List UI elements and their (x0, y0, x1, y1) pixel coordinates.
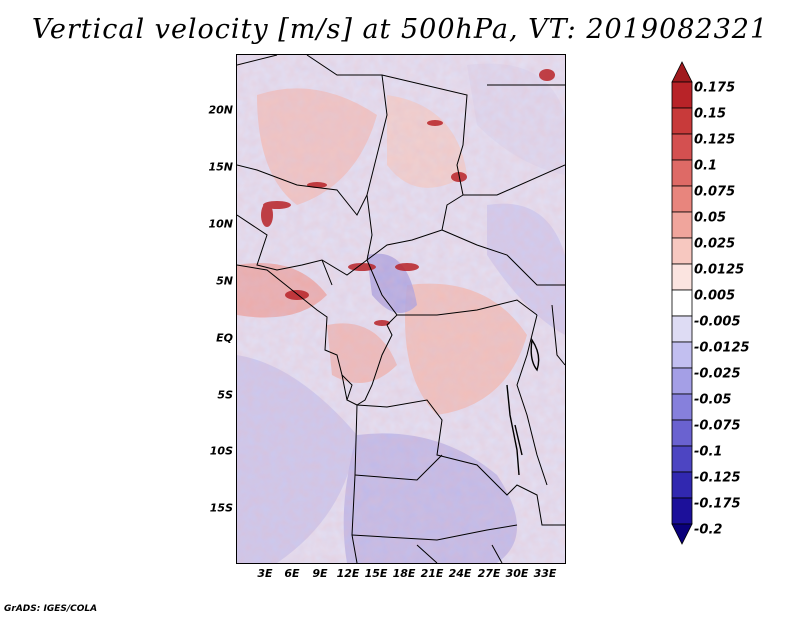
map-panel (236, 54, 566, 564)
colorbar-swatch (671, 211, 693, 239)
lon-label-33e: 33E (533, 567, 557, 580)
lon-label-12e: 12E (336, 567, 360, 580)
colorbar-label: 0.075 (694, 184, 736, 200)
colorbar-label: -0.125 (694, 470, 741, 486)
lat-label-10s: 10S (209, 444, 233, 458)
colorbar-swatch (671, 81, 693, 109)
lat-label-10n: 10N (208, 217, 233, 231)
map-field (237, 55, 565, 563)
chart-title: Vertical velocity [m/s] at 500hPa, VT: 2… (31, 14, 769, 45)
colorbar-swatch (671, 419, 693, 447)
colorbar-label: 0.005 (694, 288, 736, 304)
colorbar-label: 0.025 (694, 236, 736, 252)
colorbar (671, 61, 693, 545)
lat-label-5n: 5N (216, 274, 233, 288)
colorbar-label: 0.0125 (694, 262, 745, 278)
colorbar-swatch (671, 341, 693, 369)
colorbar-label: -0.1 (694, 444, 723, 460)
colorbar-label: 0.175 (694, 80, 736, 96)
colorbar-label: -0.005 (694, 314, 741, 330)
colorbar-label: 0.1 (694, 158, 718, 174)
lat-label-eq: EQ (216, 331, 233, 345)
colorbar-swatch (671, 445, 693, 473)
colorbar-label: -0.175 (694, 496, 741, 512)
colorbar-swatch (671, 471, 693, 499)
colorbar-swatch (671, 367, 693, 395)
colorbar-swatch (671, 107, 693, 135)
lon-label-27e: 27E (477, 567, 501, 580)
colorbar-label: -0.0125 (694, 340, 750, 356)
lat-label-15s: 15S (209, 501, 233, 515)
lon-label-3e: 3E (257, 567, 273, 580)
colorbar-swatch (671, 263, 693, 291)
lon-label-30e: 30E (505, 567, 529, 580)
lat-label-20n: 20N (208, 103, 233, 117)
lon-label-18e: 18E (392, 567, 416, 580)
colorbar-swatch (671, 315, 693, 343)
colorbar-label: -0.05 (694, 392, 732, 408)
lon-label-15e: 15E (364, 567, 388, 580)
colorbar-label: -0.025 (694, 366, 741, 382)
colorbar-swatch (671, 159, 693, 187)
lon-label-21e: 21E (420, 567, 444, 580)
colorbar-label: -0.2 (694, 522, 723, 538)
colorbar-swatch (671, 237, 693, 265)
colorbar-swatch (671, 133, 693, 161)
lat-label-15n: 15N (208, 160, 233, 174)
colorbar-swatch (671, 61, 693, 83)
colorbar-label: 0.125 (694, 132, 736, 148)
colorbar-swatch (671, 523, 693, 545)
lon-label-6e: 6E (284, 567, 300, 580)
credit-label: GrADS: IGES/COLA (4, 604, 98, 614)
colorbar-label: -0.075 (694, 418, 741, 434)
colorbar-swatch (671, 393, 693, 421)
lon-label-24e: 24E (448, 567, 472, 580)
lat-label-5s: 5S (217, 388, 233, 402)
colorbar-swatch (671, 185, 693, 213)
colorbar-swatch (671, 497, 693, 525)
colorbar-label: 0.15 (694, 106, 727, 122)
lon-label-9e: 9E (312, 567, 328, 580)
colorbar-label: 0.05 (694, 210, 727, 226)
colorbar-swatch (671, 289, 693, 317)
